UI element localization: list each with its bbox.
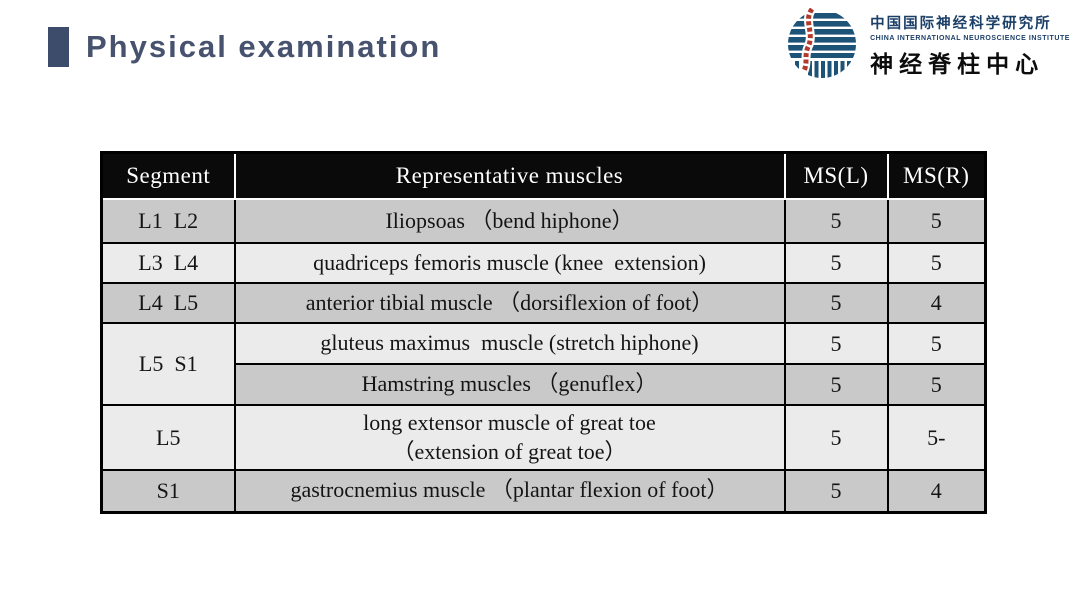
title-accent-bar [48, 27, 69, 67]
examination-table: Segment Representative muscles MS(L) MS(… [100, 151, 987, 514]
table-row: Hamstring muscles （genuflex） 5 5 [102, 363, 987, 406]
muscle-cell: gluteus maximus muscle (stretch hiphone) [233, 322, 786, 365]
muscle-cell: quadriceps femoris muscle (knee extensio… [233, 242, 786, 284]
table-row: S1 gastrocnemius muscle （plantar flexion… [100, 469, 987, 513]
ms-right-cell: 4 [886, 282, 987, 324]
muscle-cell: long extensor muscle of great toe （exten… [233, 404, 786, 471]
institute-logo: 中国国际神经科学研究所 CHINA INTERNATIONAL NEUROSCI… [781, 8, 1070, 82]
ms-right-cell: 4 [886, 469, 987, 513]
title-block: Physical examination [48, 27, 441, 67]
table-row: L5 S1 gluteus maximus muscle (stretch hi… [100, 322, 987, 406]
segment-cell: L5 [100, 404, 236, 471]
table-row: L1 L2 Iliopsoas （bend hiphone） 5 5 [100, 198, 987, 244]
segment-cell: L4 L5 [100, 282, 236, 324]
table-row: L3 L4 quadriceps femoris muscle (knee ex… [100, 242, 987, 284]
col-header-ms-right: MS(R) [886, 152, 987, 200]
logo-en-title: CHINA INTERNATIONAL NEUROSCIENCE INSTITU… [870, 34, 1070, 42]
segment-cell: L5 S1 [100, 322, 236, 406]
ms-left-cell: 5 [783, 198, 889, 244]
ms-right-cell: 5 [886, 198, 987, 244]
muscle-cell: Hamstring muscles （genuflex） [233, 363, 786, 406]
muscle-cell: anterior tibial muscle （dorsiflexion of … [233, 282, 786, 324]
ms-left-cell: 5 [783, 322, 889, 365]
ms-right-cell: 5 [886, 322, 987, 365]
muscle-cell: Iliopsoas （bend hiphone） [233, 198, 786, 244]
page-title: Physical examination [86, 29, 442, 64]
ms-left-cell: 5 [783, 404, 889, 471]
ms-right-cell: 5 [886, 363, 987, 406]
ms-left-cell: 5 [783, 242, 889, 284]
logo-center-name: 神经脊柱中心 [870, 51, 1045, 77]
logo-cn-title: 中国国际神经科学研究所 [870, 15, 1052, 32]
ms-left-cell: 5 [783, 469, 889, 513]
globe-spine-logo-icon [788, 8, 857, 78]
segment-cell: L3 L4 [100, 242, 236, 284]
col-header-muscles: Representative muscles [233, 152, 786, 200]
ms-left-cell: 5 [783, 363, 889, 406]
col-header-segment: Segment [100, 152, 236, 200]
ms-right-cell: 5- [886, 404, 987, 471]
table-header-row: Segment Representative muscles MS(L) MS(… [100, 152, 987, 200]
table-row: L5 long extensor muscle of great toe （ex… [100, 404, 987, 471]
segment-cell: S1 [100, 469, 236, 513]
table-row: L4 L5 anterior tibial muscle （dorsiflexi… [100, 282, 987, 324]
logo-text-block: 中国国际神经科学研究所 CHINA INTERNATIONAL NEUROSCI… [870, 12, 1070, 79]
ms-right-cell: 5 [886, 242, 987, 284]
ms-left-cell: 5 [783, 282, 889, 324]
muscle-cell: gastrocnemius muscle （plantar flexion of… [233, 469, 786, 513]
col-header-ms-left: MS(L) [783, 152, 889, 200]
segment-cell: L1 L2 [100, 198, 236, 244]
